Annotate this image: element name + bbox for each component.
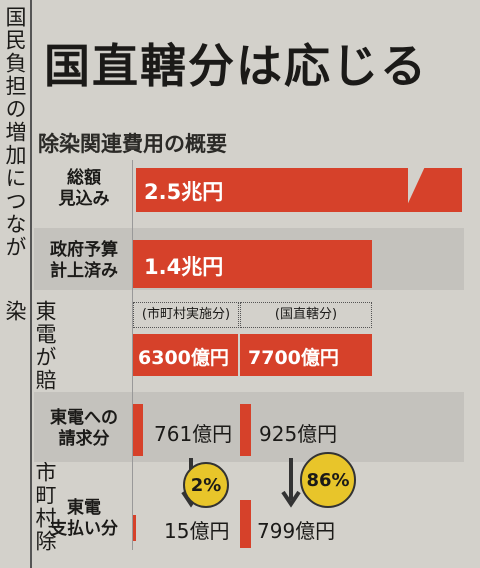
bar <box>240 404 251 456</box>
split-label: (国直轄分) <box>240 302 372 328</box>
label-line: 東電への <box>50 408 118 428</box>
label-line: 東電 <box>67 498 101 518</box>
amount: 7700億円 <box>248 347 339 369</box>
split-label: (市町村実施分) <box>133 302 239 328</box>
bar <box>133 334 238 376</box>
label-line: 計上済み <box>50 261 118 281</box>
amount: 761億円 <box>154 422 233 446</box>
label-column <box>34 160 133 550</box>
arrow <box>281 458 301 508</box>
amount: 15億円 <box>164 519 230 543</box>
label-line: 見込み <box>58 189 110 209</box>
amount: 2.5兆円 <box>144 180 224 204</box>
amount: 799億円 <box>257 519 336 543</box>
row-label: 東電 支払い分 <box>36 498 132 540</box>
subtitle: 除染関連費用の概要 <box>38 132 227 156</box>
row-label: 総額 見込み <box>36 168 132 210</box>
bar <box>240 334 372 376</box>
rate-badge: 86% <box>300 452 356 508</box>
label-line: 請求分 <box>58 429 110 449</box>
bar <box>136 168 408 212</box>
side-text: 国民負担の増加につなが <box>3 6 27 259</box>
bar <box>240 500 251 548</box>
label-line: 政府予算 <box>50 240 118 260</box>
amount: 1.4兆円 <box>144 255 224 279</box>
column-rule <box>30 0 32 568</box>
amount: 6300億円 <box>138 347 229 369</box>
label-line: 総額 <box>67 168 101 188</box>
bar <box>133 404 143 456</box>
amount: 925億円 <box>259 422 338 446</box>
label-line: 支払い分 <box>50 519 118 539</box>
headline: 国直轄分は応じる <box>44 39 428 93</box>
row-label: 政府予算 計上済み <box>36 240 132 282</box>
row-label: 東電への 請求分 <box>36 408 132 450</box>
bar <box>133 515 136 541</box>
bar <box>133 240 372 288</box>
rate-badge: 2% <box>183 462 229 508</box>
